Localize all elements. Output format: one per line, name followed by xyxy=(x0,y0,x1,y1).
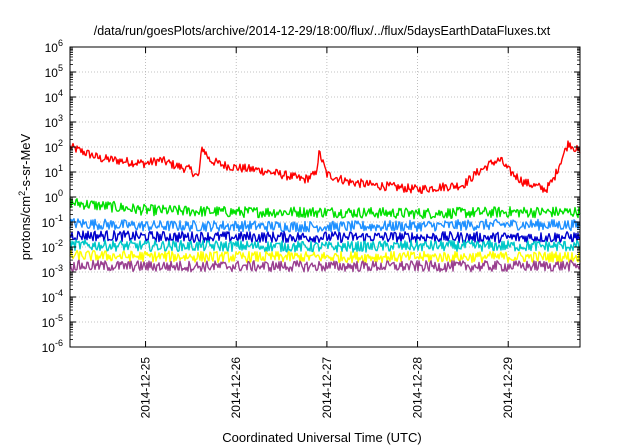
x-tick-label: 2014-12-27 xyxy=(320,357,334,419)
y-axis-label-base: protons/cm xyxy=(18,196,33,260)
y-tick-label: 104 xyxy=(45,88,63,105)
y-tick-label: 102 xyxy=(45,138,63,155)
series-line-6 xyxy=(69,249,581,264)
y-tick-label-base: 10 xyxy=(42,341,56,355)
axis-ticks: 10-610-510-410-310-210-11001011021031041… xyxy=(42,38,580,418)
y-tick-label: 10-3 xyxy=(42,263,63,280)
y-tick-label-base: 10 xyxy=(45,41,59,55)
y-tick-label-exp: 1 xyxy=(58,163,63,173)
y-axis-label: protons/cm2-s-sr-MeV xyxy=(17,133,33,260)
y-tick-label-exp: 3 xyxy=(58,113,63,123)
y-tick-label-exp: 4 xyxy=(58,88,63,98)
y-tick-label-exp: -5 xyxy=(55,313,63,323)
y-axis-label-sup: 2 xyxy=(17,191,27,196)
x-axis-label: Coordinated Universal Time (UTC) xyxy=(222,430,421,445)
y-tick-label-exp: -1 xyxy=(55,213,63,223)
y-tick-label-base: 10 xyxy=(42,316,56,330)
y-tick-label-exp: 6 xyxy=(58,38,63,48)
y-tick-label-base: 10 xyxy=(45,141,59,155)
y-tick-label-exp: -4 xyxy=(55,288,63,298)
y-axis-label-rest: -s-sr-MeV xyxy=(18,133,33,190)
y-tick-label: 10-2 xyxy=(42,238,63,255)
series-layer xyxy=(69,140,581,273)
y-tick-label-base: 10 xyxy=(42,216,56,230)
y-tick-label-base: 10 xyxy=(45,191,59,205)
y-tick-label-base: 10 xyxy=(42,241,56,255)
y-tick-label: 10-5 xyxy=(42,313,63,330)
y-tick-label-exp: 0 xyxy=(58,188,63,198)
series-line-2 xyxy=(69,198,581,220)
y-tick-label-base: 10 xyxy=(45,166,59,180)
x-tick-label: 2014-12-29 xyxy=(501,357,515,419)
y-tick-label-base: 10 xyxy=(45,66,59,80)
y-tick-label: 106 xyxy=(45,38,63,55)
y-tick-label-exp: -3 xyxy=(55,263,63,273)
series-line-1 xyxy=(69,140,581,195)
x-tick-label: 2014-12-26 xyxy=(229,357,243,419)
y-tick-label: 105 xyxy=(45,63,63,80)
series-line-4 xyxy=(69,230,581,244)
y-tick-label-exp: -2 xyxy=(55,238,63,248)
series-line-5 xyxy=(69,239,581,253)
x-tick-label: 2014-12-25 xyxy=(139,357,153,419)
y-tick-label: 101 xyxy=(45,163,63,180)
y-tick-label: 10-4 xyxy=(42,288,63,305)
y-tick-label: 103 xyxy=(45,113,63,130)
y-tick-label: 100 xyxy=(45,188,63,205)
chart-title: /data/run/goesPlots/archive/2014-12-29/1… xyxy=(94,24,551,38)
series-line-3 xyxy=(69,217,581,233)
y-tick-label-base: 10 xyxy=(42,266,56,280)
series-line-7 xyxy=(69,259,581,273)
x-tick-label: 2014-12-28 xyxy=(411,357,425,419)
y-tick-label-exp: 5 xyxy=(58,63,63,73)
y-tick-label: 10-1 xyxy=(42,213,63,230)
y-tick-label-exp: 2 xyxy=(58,138,63,148)
y-tick-label-exp: -6 xyxy=(55,338,63,348)
y-tick-label-base: 10 xyxy=(45,116,59,130)
y-tick-label: 10-6 xyxy=(42,338,63,355)
y-tick-label-base: 10 xyxy=(45,91,59,105)
y-tick-label-base: 10 xyxy=(42,291,56,305)
